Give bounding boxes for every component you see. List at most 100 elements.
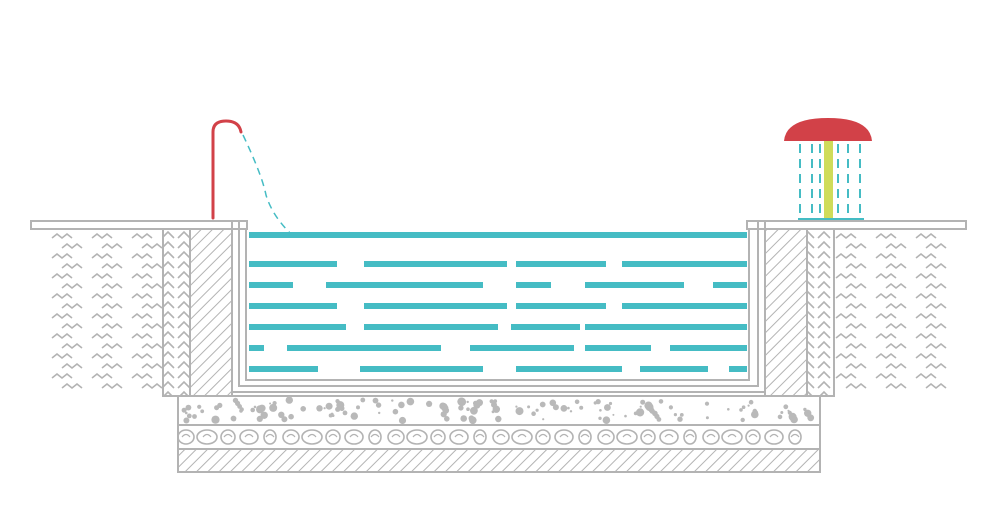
zigzag-mark <box>835 232 857 240</box>
gravel-dot <box>612 413 615 416</box>
gravel-dot <box>624 414 627 418</box>
cobblestone-line <box>727 433 737 438</box>
zigzag-mark <box>61 362 83 370</box>
zigzag-mark <box>915 232 937 240</box>
curved-water-spout-icon <box>211 119 291 234</box>
zigzag-mark <box>51 352 73 360</box>
gravel-dot <box>457 397 466 406</box>
zigzag-mark <box>141 382 163 390</box>
gravel-dot <box>549 399 557 407</box>
gravel-dot <box>515 405 518 408</box>
cobblestone-line <box>286 433 296 438</box>
water-ripple <box>364 324 498 330</box>
water-ripple <box>516 366 622 372</box>
gravel-dot <box>469 416 477 425</box>
zigzag-mark <box>885 342 907 350</box>
cobblestone-line <box>769 433 779 438</box>
zigzag-mark <box>61 262 83 270</box>
zigzag-mark <box>101 382 123 390</box>
gravel-dot <box>460 415 468 422</box>
cobblestone <box>597 429 615 445</box>
water-ripple <box>516 261 606 267</box>
zigzag-mark <box>925 242 947 250</box>
water-ripple <box>516 303 606 309</box>
gravel-dot <box>780 411 784 414</box>
water-ripple <box>364 303 507 309</box>
gravel-dot <box>269 402 272 405</box>
gravel-dot <box>466 407 470 412</box>
cobblestone <box>344 429 364 445</box>
zigzag-mark <box>845 322 867 330</box>
zigzag-mark <box>51 372 73 380</box>
cobblestone-line <box>265 433 275 438</box>
gravel-dot <box>269 403 278 412</box>
zigzag-mark <box>875 272 897 280</box>
zigzag-mark <box>845 262 867 270</box>
soil-right-zigzag-icon <box>835 232 947 390</box>
zigzag-mark <box>835 352 857 360</box>
gravel-dot <box>748 399 754 405</box>
cobblestone <box>177 429 195 445</box>
water-ripple <box>585 345 651 351</box>
zigzag-mark <box>141 302 163 310</box>
gravel-dot <box>444 416 450 422</box>
cobblestone-line <box>664 433 674 438</box>
cobblestone-line <box>475 433 485 438</box>
gravel-dot <box>239 409 243 413</box>
gravel-dot <box>470 406 478 415</box>
gravel-dot <box>598 416 602 420</box>
cobblestone <box>406 429 428 445</box>
zigzag-mark <box>925 362 947 370</box>
zigzag-mark <box>131 372 153 380</box>
cobblestone-line <box>790 433 800 438</box>
gravel-dot <box>574 399 580 405</box>
cobblestone <box>511 429 533 445</box>
zigzag-mark <box>885 302 907 310</box>
cobblestone <box>301 429 323 445</box>
gravel-dot <box>677 416 683 422</box>
left-wall <box>162 228 233 397</box>
cobblestone-line <box>580 433 590 438</box>
gravel-dot <box>491 401 497 408</box>
zigzag-mark <box>925 282 947 290</box>
water-ripple <box>249 324 346 330</box>
gravel-dot <box>704 401 710 406</box>
zigzag-mark <box>875 252 897 260</box>
zigzag-mark <box>131 272 153 280</box>
water-ripple <box>364 261 507 267</box>
zigzag-mark <box>915 292 937 300</box>
concrete-base-layer <box>177 448 821 473</box>
cobblestone-line <box>202 433 212 438</box>
gravel-dot <box>727 408 730 411</box>
gravel-dot <box>316 405 323 412</box>
cobblestone <box>220 429 236 445</box>
zigzag-mark <box>925 342 947 350</box>
cobblestone <box>702 429 720 445</box>
zigzag-mark <box>925 262 947 270</box>
zigzag-mark <box>845 362 867 370</box>
gravel-dot <box>336 401 345 410</box>
zigzag-mark <box>845 242 867 250</box>
zigzag-mark <box>885 262 907 270</box>
gravel-dot <box>560 405 568 412</box>
gravel-dot <box>441 404 449 412</box>
gravel-dot <box>375 402 382 408</box>
gravel-dot <box>599 409 602 412</box>
gravel-dot <box>356 405 360 410</box>
zigzag-mark <box>51 332 73 340</box>
gravel-dot <box>217 402 223 408</box>
gravel-dot <box>527 405 531 409</box>
water-ripple <box>511 324 580 330</box>
cobblestone-line <box>181 433 191 438</box>
cobblestone-line <box>517 433 527 438</box>
gravel-dot <box>783 404 789 410</box>
water-ripple <box>713 282 747 288</box>
water-ripple <box>470 345 574 351</box>
gravel-dot <box>183 417 190 424</box>
zigzag-mark <box>51 232 73 240</box>
water-ripple <box>249 261 337 267</box>
gravel-dot <box>656 417 662 422</box>
gravel-dot <box>360 397 366 403</box>
gravel-dot <box>807 414 815 422</box>
